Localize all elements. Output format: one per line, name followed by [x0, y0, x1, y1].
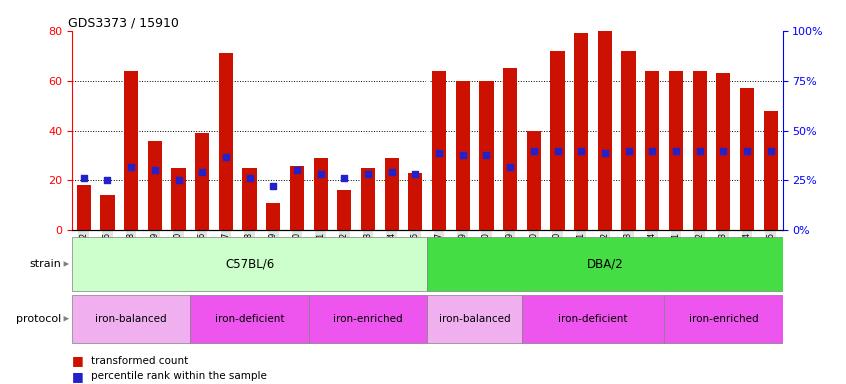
Text: protocol: protocol — [16, 314, 61, 324]
Bar — [551, 51, 564, 230]
Point — [740, 147, 754, 154]
Bar — [409, 173, 422, 230]
Bar — [72, 237, 427, 291]
Point — [764, 147, 777, 154]
Point — [645, 147, 659, 154]
Bar — [527, 131, 541, 230]
Bar — [190, 295, 309, 343]
Point — [574, 147, 588, 154]
Bar — [717, 73, 730, 230]
Bar — [693, 71, 706, 230]
Bar — [432, 71, 446, 230]
Point — [598, 149, 612, 156]
Point — [480, 151, 493, 157]
Point — [77, 175, 91, 182]
Bar — [290, 166, 304, 230]
Point — [101, 177, 114, 184]
Point — [456, 151, 470, 157]
Text: transformed count: transformed count — [91, 356, 188, 366]
Bar — [361, 168, 375, 230]
Bar — [740, 88, 754, 230]
Bar — [266, 203, 280, 230]
Bar — [219, 53, 233, 230]
Point — [361, 171, 375, 177]
Bar — [309, 295, 427, 343]
Bar — [645, 71, 659, 230]
Bar — [503, 68, 517, 230]
Point — [527, 147, 541, 154]
Point — [195, 169, 209, 175]
Text: ■: ■ — [72, 354, 84, 367]
Text: iron-balanced: iron-balanced — [439, 314, 510, 324]
Text: C57BL/6: C57BL/6 — [225, 258, 274, 270]
Bar — [669, 71, 683, 230]
Point — [172, 177, 185, 184]
Point — [148, 167, 162, 174]
Text: percentile rank within the sample: percentile rank within the sample — [91, 371, 266, 381]
Bar — [764, 111, 777, 230]
Bar — [172, 168, 185, 230]
Bar — [522, 295, 664, 343]
Text: iron-balanced: iron-balanced — [96, 314, 167, 324]
Bar — [385, 158, 398, 230]
Bar — [243, 168, 256, 230]
Bar — [456, 81, 470, 230]
Text: GDS3373 / 15910: GDS3373 / 15910 — [69, 17, 179, 30]
Text: ■: ■ — [72, 370, 84, 383]
Bar — [195, 133, 209, 230]
Point — [622, 147, 635, 154]
Point — [243, 175, 256, 182]
Point — [314, 171, 327, 177]
Point — [551, 147, 564, 154]
Bar — [148, 141, 162, 230]
Point — [409, 171, 422, 177]
Bar — [101, 195, 114, 230]
Bar — [574, 33, 588, 230]
Text: iron-enriched: iron-enriched — [689, 314, 758, 324]
Point — [124, 164, 138, 170]
Bar — [622, 51, 635, 230]
Bar — [124, 71, 138, 230]
Text: DBA/2: DBA/2 — [586, 258, 624, 270]
Point — [693, 147, 706, 154]
Bar — [664, 295, 783, 343]
Bar — [598, 31, 612, 230]
Point — [290, 167, 304, 174]
Bar — [480, 81, 493, 230]
Point — [669, 147, 683, 154]
Point — [717, 147, 730, 154]
Point — [432, 149, 446, 156]
Bar — [77, 185, 91, 230]
Bar — [427, 295, 522, 343]
Point — [338, 175, 351, 182]
Point — [385, 169, 398, 175]
Bar — [427, 237, 783, 291]
Bar — [338, 190, 351, 230]
Text: iron-deficient: iron-deficient — [215, 314, 284, 324]
Bar — [72, 295, 190, 343]
Point — [266, 184, 280, 190]
Text: iron-enriched: iron-enriched — [333, 314, 403, 324]
Text: strain: strain — [30, 259, 61, 269]
Text: iron-deficient: iron-deficient — [558, 314, 628, 324]
Point — [503, 164, 517, 170]
Bar — [314, 158, 327, 230]
Point — [219, 154, 233, 160]
